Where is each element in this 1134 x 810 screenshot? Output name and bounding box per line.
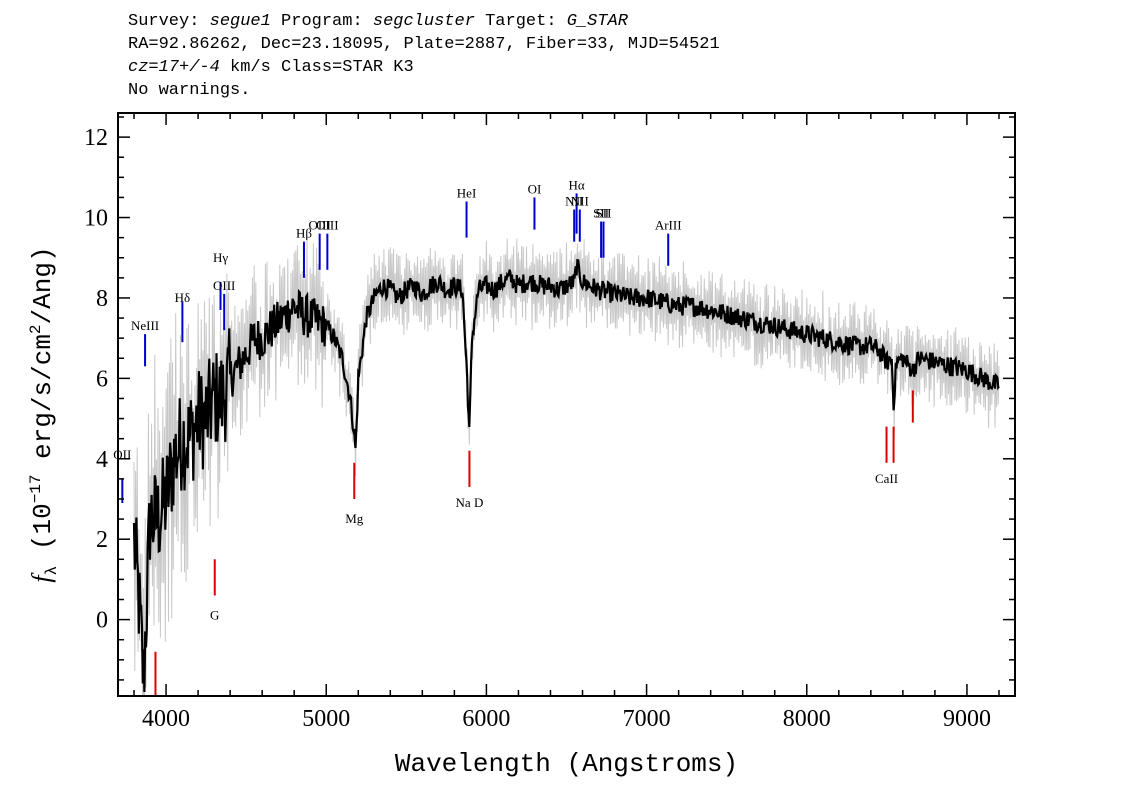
- x-tick-label: 9000: [943, 706, 991, 732]
- line-markers: [121, 193, 914, 696]
- y-tick-label: 6: [96, 366, 108, 392]
- emission-label: Hα: [568, 177, 584, 192]
- y-tick-label: 4: [96, 447, 108, 473]
- y-tick-label: 2: [96, 527, 108, 553]
- emission-label: NII: [565, 193, 583, 208]
- noise-band: [133, 235, 1000, 696]
- header-line-coordinates: RA=92.86262, Dec=23.18095, Plate=2887, F…: [128, 35, 720, 54]
- y-axis-title: fλ (10−17 erg/s/cm2/Ang): [27, 246, 61, 582]
- emission-label: OIII: [308, 218, 330, 233]
- y-tick-label: 10: [84, 206, 108, 232]
- emission-label: OI: [528, 181, 542, 196]
- y-axis-exponent: −17: [27, 474, 45, 503]
- emission-label: Hβ: [296, 226, 312, 241]
- absorption-label: CaII: [875, 471, 898, 486]
- spectrum-header: Survey: segue1 Program: segcluster Targe…: [128, 10, 720, 102]
- emission-label: NII: [571, 193, 589, 208]
- survey-label: Survey:: [128, 12, 210, 31]
- y-axis-units-2: erg/s/cm: [28, 334, 58, 474]
- axis-ticks: [118, 113, 1015, 696]
- emission-label: ArIII: [655, 218, 682, 233]
- emission-label: Hδ: [175, 290, 191, 305]
- emission-label: NeIII: [131, 318, 159, 333]
- y-tick-label: 0: [96, 608, 108, 634]
- absorption-label: Mg: [345, 511, 364, 526]
- x-tick-label: 6000: [462, 706, 510, 732]
- emission-label: Hγ: [213, 250, 228, 265]
- flux-series: [132, 258, 1000, 693]
- emission-label: HeI: [457, 185, 477, 200]
- header-line-redshift: cz=17+/-4 km/s Class=STAR K3: [128, 56, 720, 79]
- survey-value: segue1: [209, 12, 271, 31]
- x-axis-title: Wavelength (Angstroms): [395, 749, 738, 779]
- y-axis-units: (10: [28, 503, 58, 565]
- emission-label: OIII: [316, 218, 338, 233]
- y-axis-subscript: λ: [43, 566, 61, 576]
- target-value: G_STAR: [566, 12, 628, 31]
- absorption-label: G: [210, 608, 219, 623]
- x-tick-label: 8000: [783, 706, 831, 732]
- program-value: segcluster: [372, 12, 475, 31]
- y-axis-sq: 2: [27, 324, 45, 334]
- emission-label: OII: [113, 447, 131, 462]
- x-tick-label: 4000: [142, 706, 190, 732]
- target-label: Target:: [474, 12, 567, 31]
- header-line-warnings: No warnings.: [128, 81, 251, 100]
- x-tick-label: 5000: [302, 706, 350, 732]
- emission-label: SII: [593, 206, 609, 221]
- emission-label: SII: [596, 206, 612, 221]
- flux-line: [132, 258, 1000, 693]
- x-tick-label: 7000: [623, 706, 671, 732]
- header-line-survey: Survey: segue1 Program: segcluster Targe…: [128, 10, 720, 33]
- y-tick-label: 8: [96, 286, 108, 312]
- cz-value: cz=17+/-4: [128, 58, 220, 77]
- y-tick-label: 12: [84, 125, 108, 151]
- noise-envelope: [133, 235, 1000, 696]
- y-axis-units-3: /Ang): [28, 246, 58, 324]
- class-value: km/s Class=STAR K3: [219, 58, 414, 77]
- plot-frame: [117, 112, 1016, 697]
- program-label: Program:: [270, 12, 373, 31]
- y-axis-symbol: f: [27, 572, 56, 583]
- absorption-label: Na D: [456, 495, 484, 510]
- emission-label: OIII: [213, 278, 235, 293]
